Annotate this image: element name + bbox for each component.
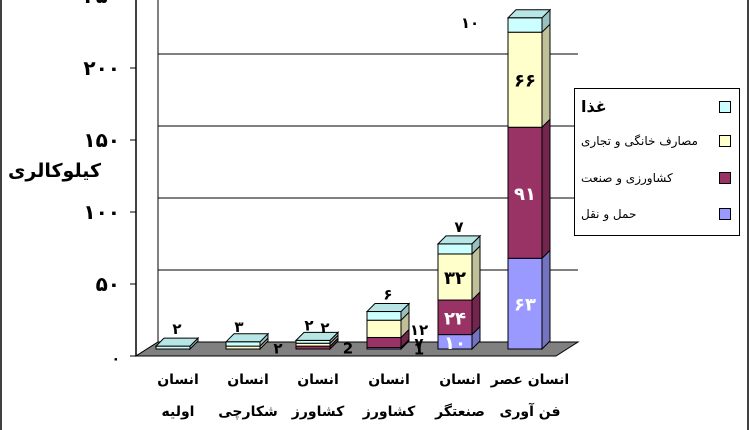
data-label: ۲۴ <box>444 308 466 329</box>
bar-segment-side <box>541 22 551 129</box>
legend-item-food: غذا <box>581 97 731 116</box>
x-tick-label: فن آوری <box>499 402 560 420</box>
data-label: ۹۱ <box>514 184 536 205</box>
x-tick-label: انسان <box>157 372 199 388</box>
y-tick-label: ۵۰ <box>96 272 120 296</box>
y-tick-label: ۱۰۰ <box>83 200 120 224</box>
bar-segment <box>437 243 473 255</box>
bar-segment-side <box>471 244 481 302</box>
x-tick-label: صنعتگر <box>434 403 485 420</box>
x-tick-label: انسان <box>227 372 269 388</box>
data-label: 2 <box>343 340 353 358</box>
x-tick-label: انسان <box>297 372 339 388</box>
bar-segment <box>366 311 402 321</box>
x-tick-label: انسان عصر <box>490 372 569 388</box>
data-label: ۱۲ <box>410 321 428 339</box>
y-tick-label: ۰ <box>111 351 120 367</box>
bar-segment-side <box>541 118 551 260</box>
bar-segment-side <box>541 249 551 351</box>
y-axis-label: کیلوکالری <box>8 160 102 182</box>
data-label: ۲ <box>172 320 181 338</box>
data-label: ۱۰ <box>461 14 479 32</box>
bar-top <box>365 303 411 313</box>
legend: غذا مصارف خانگی و تجاری کشاورزی و صنعت ح… <box>574 88 740 236</box>
bar-segment <box>225 341 261 347</box>
data-label: ۷ <box>414 335 423 353</box>
data-label: ۶۶ <box>514 71 536 92</box>
legend-item-agriculture: کشاورزی و صنعت <box>581 171 731 185</box>
data-label: ۳۲ <box>444 268 466 289</box>
plot-side-wall <box>135 0 159 357</box>
data-label: ۲ <box>273 340 282 358</box>
data-label: ۲ <box>304 316 313 334</box>
bar-top <box>294 331 340 341</box>
data-label: ۶ <box>383 286 392 304</box>
data-label: ۳ <box>234 318 243 336</box>
legend-swatch-agriculture <box>719 172 731 184</box>
x-tick-label: انسان <box>439 372 481 388</box>
x-tick-label: انسان <box>368 372 410 388</box>
bar-segment <box>366 319 402 338</box>
legend-item-transport: حمل و نقل <box>581 207 731 221</box>
data-label: ۶۳ <box>514 295 536 316</box>
legend-label-food: غذا <box>581 97 607 116</box>
legend-swatch-food <box>719 100 731 113</box>
bar-top <box>506 9 552 19</box>
legend-label-household: مصارف خانگی و تجاری <box>581 134 698 148</box>
legend-item-household: مصارف خانگی و تجاری <box>581 134 731 148</box>
x-tick-label: کشاورز <box>291 404 345 420</box>
y-tick-label: ۱۵۰ <box>83 128 120 152</box>
x-tick-label: اولیه <box>162 404 195 420</box>
data-label: ۷ <box>454 218 463 236</box>
x-tick-label: شکارچی <box>218 404 277 420</box>
bar-top <box>224 333 270 343</box>
bar-segment <box>507 126 543 259</box>
data-label: ۲ <box>320 319 329 337</box>
data-label: ۱۰ <box>444 333 466 354</box>
bar-top <box>154 337 200 347</box>
data-label: 1 <box>414 340 424 358</box>
bar-segment <box>366 336 402 349</box>
legend-swatch-transport <box>719 208 731 220</box>
x-tick-label: کشاورز <box>362 404 416 420</box>
bar-top <box>436 235 482 245</box>
legend-label-transport: حمل و نقل <box>581 207 637 221</box>
legend-label-agriculture: کشاورزی و صنعت <box>581 171 673 185</box>
y-tick-label: ۲۰۰ <box>83 56 120 80</box>
legend-swatch-household <box>719 135 731 147</box>
y-tick-label: ۲۵۰ <box>83 0 120 8</box>
bar-segment <box>507 17 543 33</box>
